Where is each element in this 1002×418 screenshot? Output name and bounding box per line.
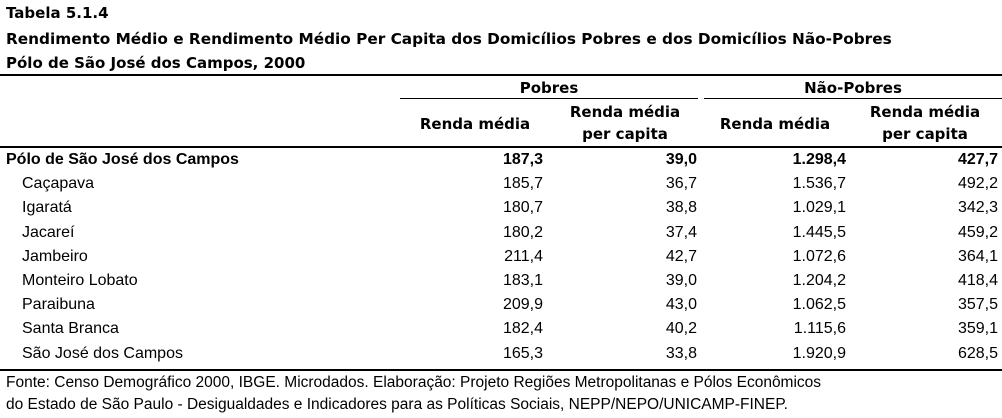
table-cell: 37,4 [665,224,697,241]
group-header: Pobres [519,79,579,97]
row-label: Monteiro Lobato [22,272,138,289]
row-label: Jambeiro [22,248,88,265]
table-cell: 1.204,2 [792,272,846,289]
table-cell: 38,8 [665,199,697,216]
table-cell: 459,2 [957,224,998,241]
table-cell: 1.298,4 [792,151,846,168]
row-label: Jacareí [22,224,75,241]
bottom-rule [0,369,1002,371]
table-cell: 1.115,6 [793,320,846,337]
table-cell: 492,2 [957,175,998,192]
table-cell: 211,4 [504,248,543,265]
column-header-line1: Renda média [569,103,681,121]
row-label: Igaratá [22,199,72,216]
table-cell: 165,3 [502,345,543,362]
row-label: São José dos Campos [22,345,183,362]
row-label: Santa Branca [22,320,119,337]
column-header-line1: Renda média [869,103,981,121]
table-number: Tabela 5.1.4 [6,4,109,22]
row-label: Pólo de São José dos Campos [6,151,239,168]
table-cell: 39,0 [665,272,697,289]
table-cell: 1.062,5 [792,296,846,313]
table-cell: 36,7 [665,175,697,192]
source-note-line-2: do Estado de São Paulo - Desigualdades e… [6,396,788,413]
top-rule [0,74,1002,76]
source-note: Fonte: Censo Demográfico 2000, IBGE. Mic… [6,372,1000,416]
table-cell: 33,8 [665,345,697,362]
table-cell: 209,9 [502,296,543,313]
group-header: Não-Pobres [804,79,902,97]
table-cell: 187,3 [502,151,543,168]
column-header: Renda média [419,115,531,133]
column-header: Renda média [719,115,831,133]
table-cell: 427,7 [957,151,998,168]
table-cell: 42,7 [665,248,697,265]
table-cell: 418,4 [957,272,998,289]
group-underline [704,98,1002,99]
header-rule [0,146,1002,148]
table-cell: 180,7 [502,199,543,216]
table-cell: 359,1 [957,320,998,337]
table-cell: 1.920,9 [792,345,846,362]
column-header-line2: per capita [882,125,968,143]
column-header-line2: per capita [582,125,668,143]
table-cell: 182,4 [502,320,543,337]
table-cell: 357,5 [957,296,998,313]
table-cell: 185,7 [502,175,543,192]
row-label: Caçapava [22,175,95,192]
table-cell: 1.445,5 [792,224,846,241]
table-cell: 628,5 [957,345,998,362]
table-cell: 180,2 [502,224,543,241]
table-cell: 1.072,6 [792,248,846,265]
table-cell: 1.536,7 [792,175,846,192]
table-cell: 1.029,1 [792,199,846,216]
table-cell: 39,0 [665,151,697,168]
source-note-line-1: Fonte: Censo Demográfico 2000, IBGE. Mic… [6,374,822,391]
table-cell: 43,0 [665,296,697,313]
table-title: Rendimento Médio e Rendimento Médio Per … [6,30,892,48]
table-region-year: Pólo de São José dos Campos, 2000 [6,54,306,72]
table-cell: 342,3 [957,199,998,216]
group-underline [400,98,698,99]
table-cell: 364,1 [957,248,998,265]
row-label: Paraibuna [22,296,95,313]
table-cell: 40,2 [665,320,697,337]
table-cell: 183,1 [502,272,543,289]
